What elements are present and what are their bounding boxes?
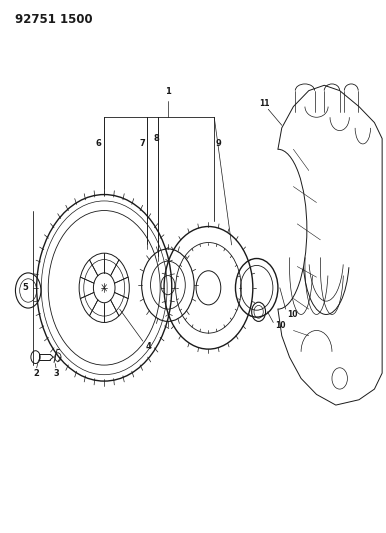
Text: 2: 2 [34,369,40,377]
Text: 4: 4 [146,342,152,351]
Text: 1: 1 [165,87,171,96]
Text: 9: 9 [215,140,221,148]
Text: 5: 5 [22,284,28,292]
Text: 3: 3 [53,369,59,377]
Text: 10: 10 [275,321,286,329]
Text: 92751 1500: 92751 1500 [15,13,93,26]
Text: 10: 10 [288,310,298,319]
Text: 6: 6 [95,140,102,148]
Text: 7: 7 [140,140,146,148]
Text: 8: 8 [154,134,159,143]
Text: 11: 11 [259,100,270,108]
